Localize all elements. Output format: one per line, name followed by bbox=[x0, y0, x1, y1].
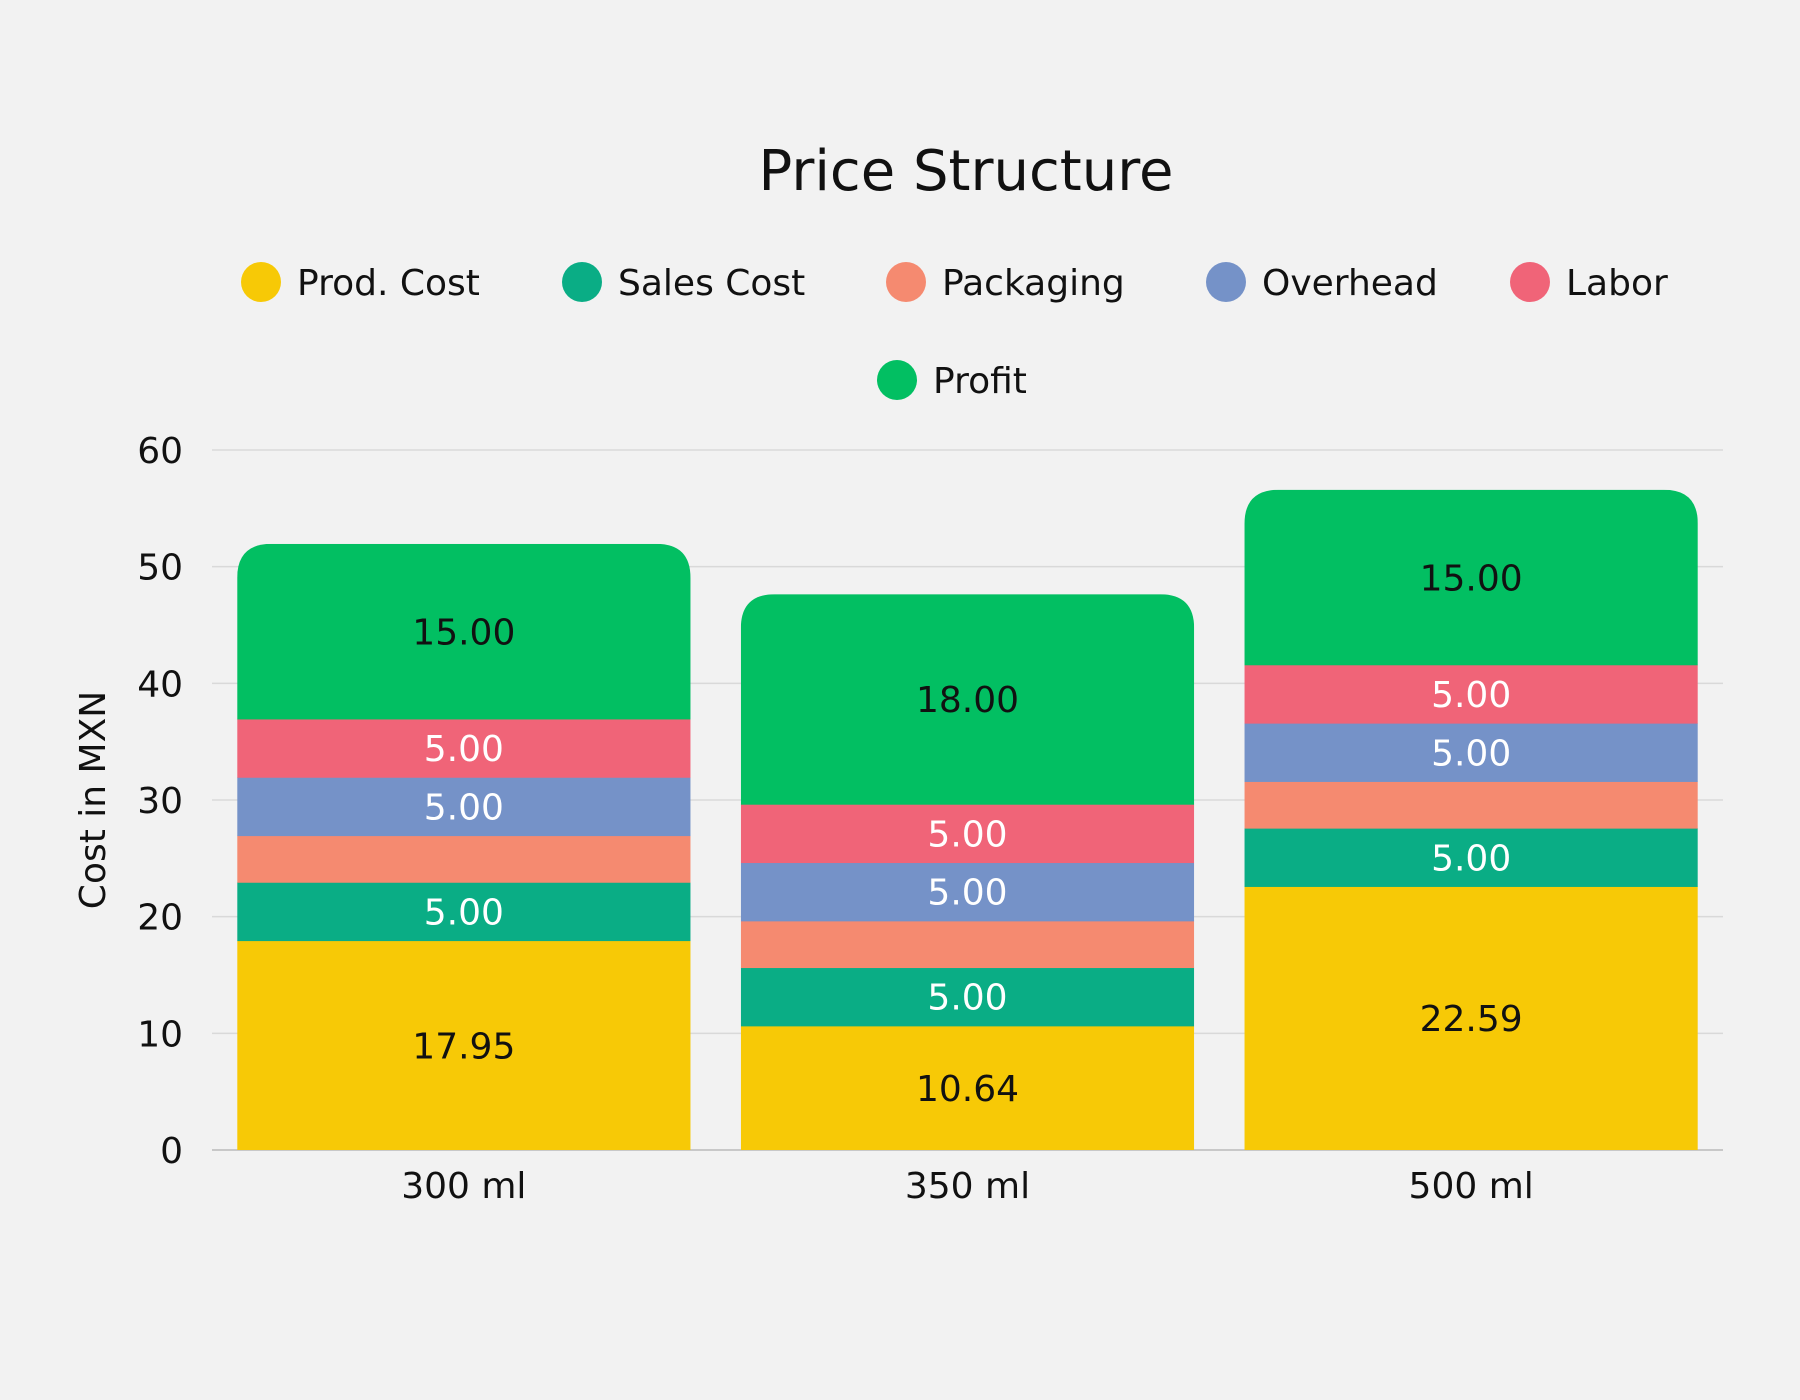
data-label-sales-cost: 5.00 bbox=[424, 892, 504, 933]
legend-item-packaging: Packaging bbox=[886, 262, 1125, 304]
bar-segment-packaging bbox=[740, 920, 1195, 969]
y-axis-ticks: 0 10 20 30 40 50 60 bbox=[137, 431, 183, 1172]
y-tick-label: 30 bbox=[137, 781, 183, 822]
legend: Prod. Cost Sales Cost Packaging Overhead Lab… bbox=[241, 262, 1668, 402]
segment-labels: 17.95 5.00 5.00 5.00 15.00 10.64 5.00 5.00 5.00 1… bbox=[412, 558, 1522, 1110]
legend-swatch bbox=[877, 360, 917, 400]
data-label-prod-cost: 10.64 bbox=[916, 1069, 1019, 1110]
bar-stack-500-ml bbox=[1244, 489, 1698, 1150]
data-label-sales-cost: 5.00 bbox=[1431, 838, 1511, 879]
data-label-prod-cost: 17.95 bbox=[412, 1026, 515, 1067]
data-label-labor: 5.00 bbox=[1431, 675, 1511, 716]
bar-segment-labor bbox=[237, 718, 691, 778]
legend-swatch bbox=[562, 262, 602, 302]
data-label-profit: 18.00 bbox=[916, 680, 1019, 721]
legend-swatch bbox=[241, 262, 281, 302]
legend-item-profit: Profit bbox=[877, 360, 1027, 402]
chart-title: Price Structure bbox=[759, 139, 1174, 204]
legend-label: Packaging bbox=[942, 263, 1125, 304]
bar-segment-overhead bbox=[1244, 723, 1698, 782]
legend-item-labor: Labor bbox=[1510, 262, 1668, 304]
data-label-sales-cost: 5.00 bbox=[927, 978, 1007, 1019]
x-tick-label: 500 ml bbox=[1409, 1166, 1534, 1207]
bar-segment-sales-cost bbox=[1244, 828, 1698, 887]
bar-segment-overhead bbox=[237, 777, 691, 837]
bar-segment-labor bbox=[740, 804, 1195, 864]
legend-swatch bbox=[1206, 262, 1246, 302]
bar-segment-prod-cost bbox=[1244, 886, 1698, 1150]
data-label-prod-cost: 22.59 bbox=[1420, 999, 1523, 1040]
data-label-profit: 15.00 bbox=[1420, 558, 1523, 599]
legend-item-prod-cost: Prod. Cost bbox=[241, 262, 480, 304]
bar-segment-sales-cost bbox=[237, 882, 691, 942]
data-label-overhead: 5.00 bbox=[927, 873, 1007, 914]
bar-segment-sales-cost bbox=[740, 967, 1195, 1027]
legend-swatch bbox=[886, 262, 926, 302]
legend-item-overhead: Overhead bbox=[1206, 262, 1438, 304]
legend-item-sales-cost: Sales Cost bbox=[562, 262, 805, 304]
bar-segment-prod-cost bbox=[740, 1025, 1195, 1150]
legend-label: Labor bbox=[1566, 263, 1668, 304]
x-tick-label: 350 ml bbox=[905, 1166, 1030, 1207]
bar-segment-overhead bbox=[740, 862, 1195, 922]
bar-segment-profit bbox=[740, 594, 1195, 805]
x-axis-labels: 300 ml 350 ml 500 ml bbox=[401, 1166, 1534, 1207]
data-label-overhead: 5.00 bbox=[1431, 733, 1511, 774]
y-tick-label: 20 bbox=[137, 898, 183, 939]
bar-segment-packaging bbox=[237, 835, 691, 883]
data-label-labor: 5.00 bbox=[424, 729, 504, 770]
bar-stack-300-ml bbox=[237, 543, 691, 1150]
y-axis-title: Cost in MXN bbox=[73, 691, 114, 909]
bar-segment-prod-cost bbox=[237, 940, 691, 1150]
bar-segment-packaging bbox=[1244, 781, 1698, 829]
bar-segment-profit bbox=[237, 543, 691, 720]
y-tick-label: 60 bbox=[137, 431, 183, 472]
legend-label: Sales Cost bbox=[618, 263, 805, 304]
y-tick-label: 10 bbox=[137, 1014, 183, 1055]
legend-label: Prod. Cost bbox=[297, 263, 480, 304]
data-label-overhead: 5.00 bbox=[424, 787, 504, 828]
bar-stack-350-ml bbox=[740, 594, 1195, 1150]
y-tick-label: 0 bbox=[160, 1131, 183, 1172]
legend-label: Overhead bbox=[1262, 263, 1438, 304]
data-label-profit: 15.00 bbox=[412, 612, 515, 653]
bar-segment-profit bbox=[1244, 489, 1698, 666]
legend-swatch bbox=[1510, 262, 1550, 302]
data-label-labor: 5.00 bbox=[927, 814, 1007, 855]
y-tick-label: 50 bbox=[137, 548, 183, 589]
bars bbox=[237, 489, 1698, 1150]
legend-label: Profit bbox=[933, 361, 1027, 402]
bar-segment-labor bbox=[1244, 664, 1698, 724]
y-tick-label: 40 bbox=[137, 664, 183, 705]
x-tick-label: 300 ml bbox=[401, 1166, 526, 1207]
